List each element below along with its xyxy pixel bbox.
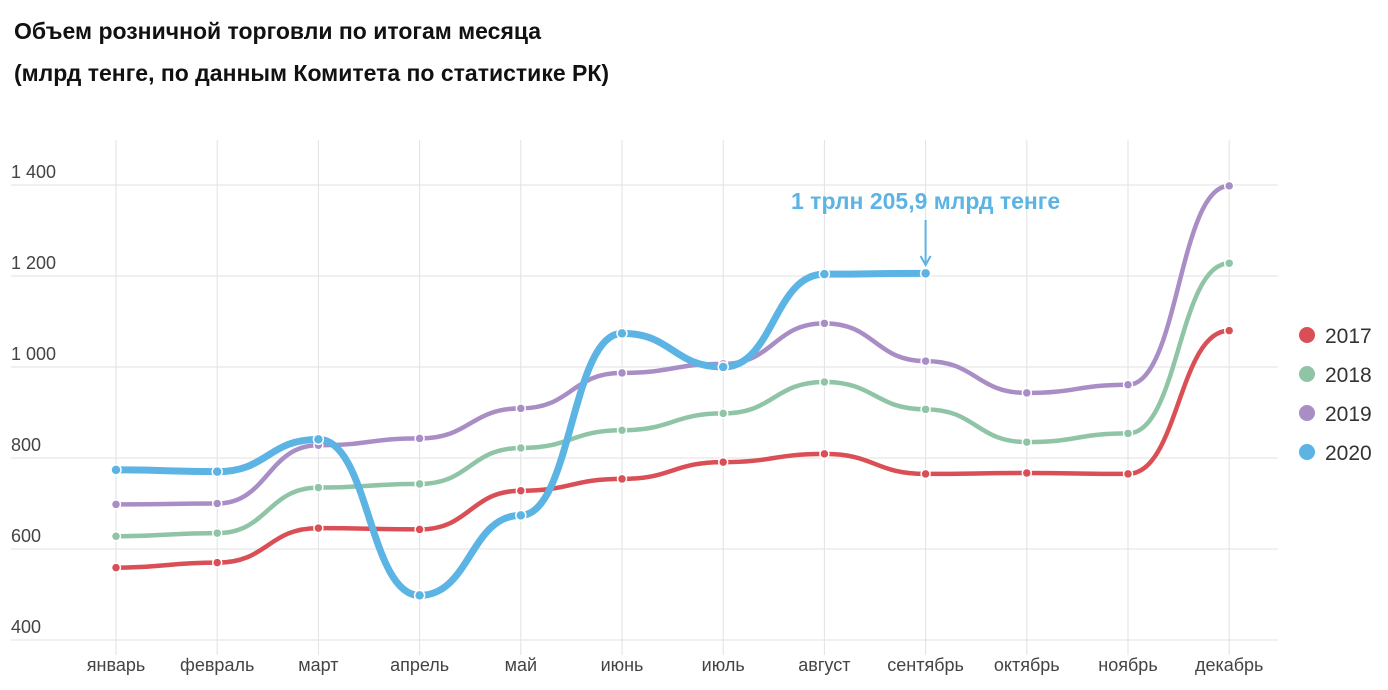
data-point-2017 [313,522,324,534]
annotation-label: 1 трлн 205,9 млрд тенге [791,188,1060,214]
y-tick-label: 800 [11,435,41,455]
legend-label-2020: 2020 [1325,442,1372,465]
data-point-2018 [313,482,324,493]
chart-subtitle: (млрд тенге, по данным Комитета по стати… [14,60,610,86]
x-tick-label: август [798,655,850,675]
data-point-2020 [110,464,122,476]
data-point-2020 [515,509,527,522]
data-point-2018 [819,376,830,388]
data-point-2019 [414,433,425,444]
series-line-2018 [113,261,1232,539]
x-tick-label: июль [702,655,745,675]
data-point-2017 [1223,325,1235,336]
data-point-2018 [1122,428,1134,439]
legend-marker-2017 [1299,327,1315,343]
x-tick-label: сентябрь [887,655,964,675]
data-point-2019 [110,499,122,510]
y-tick-label: 1 200 [11,253,56,273]
data-point-2017 [717,456,729,468]
data-point-2019 [1122,379,1134,390]
series-line-2019 [113,183,1232,507]
legend-marker-2019 [1299,405,1315,421]
data-point-2018 [211,527,223,539]
data-point-2019 [1223,180,1235,192]
x-tick-label: ноябрь [1098,655,1157,675]
x-tick-label: апрель [390,655,449,675]
data-point-2018 [920,404,931,415]
data-point-2018 [110,531,122,542]
data-point-2019 [515,403,527,414]
data-point-2017 [515,485,527,497]
data-point-2018 [717,408,729,419]
data-point-2018 [1021,436,1033,448]
x-tick-label: май [505,655,537,675]
series-line-2017 [113,328,1232,570]
x-tick-label: март [298,655,338,675]
data-point-2020 [616,327,628,340]
data-point-2017 [1021,467,1033,479]
data-point-2017 [616,473,628,485]
y-tick-label: 600 [11,526,41,546]
data-point-2020 [717,361,729,373]
y-tick-label: 1 400 [11,162,56,182]
y-tick-label: 1 000 [11,344,56,364]
legend-marker-2020 [1299,444,1315,460]
data-point-2019 [616,367,628,379]
legend-label-2018: 2018 [1325,364,1372,387]
legend-marker-2018 [1299,366,1315,382]
data-point-2018 [616,424,628,436]
x-tick-label: октябрь [994,655,1060,675]
data-point-2017 [110,562,122,573]
data-point-2018 [1223,258,1235,269]
data-point-2019 [819,318,830,329]
data-point-2018 [414,478,425,490]
data-point-2017 [414,524,425,535]
data-point-2019 [1021,387,1033,399]
data-point-2017 [211,557,223,568]
data-point-2017 [819,448,830,460]
x-tick-label: февраль [180,655,254,675]
data-point-2020 [818,268,831,280]
data-point-2017 [1122,468,1134,480]
annotation-arrowhead [919,255,932,268]
y-tick-label: 400 [11,617,41,637]
x-tick-label: январь [87,655,145,675]
x-tick-label: июнь [601,655,644,675]
data-point-2020 [211,465,223,478]
data-point-2020 [312,433,325,446]
data-point-2017 [920,468,931,480]
data-point-2020 [919,267,932,280]
chart-title: Объем розничной торговли по итогам месяц… [14,18,542,44]
data-point-2019 [920,355,931,367]
x-tick-label: декабрь [1195,655,1264,675]
data-point-2018 [515,442,527,454]
data-point-2020 [413,589,426,602]
legend-label-2019: 2019 [1325,403,1372,426]
legend-label-2017: 2017 [1325,325,1372,348]
data-point-2019 [211,498,223,509]
